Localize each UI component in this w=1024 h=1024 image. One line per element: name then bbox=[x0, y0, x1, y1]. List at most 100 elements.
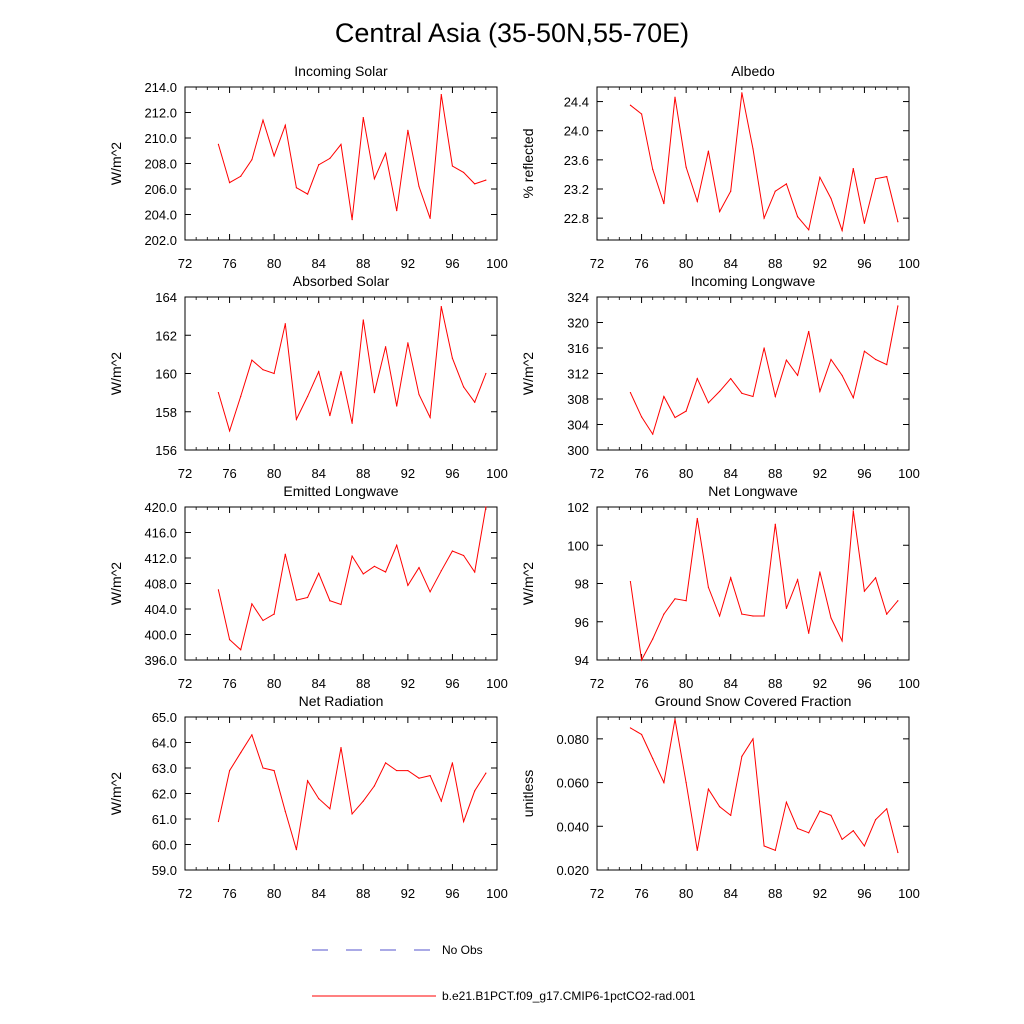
y-tick-label: 210.0 bbox=[144, 131, 177, 146]
data-point bbox=[273, 155, 275, 157]
y-tick-label: 94 bbox=[575, 653, 589, 668]
data-point bbox=[886, 613, 888, 615]
y-tick-label: 156 bbox=[155, 443, 177, 458]
y-tick-label: 59.0 bbox=[152, 863, 177, 878]
data-point bbox=[718, 390, 721, 392]
panel-title: Net Radiation bbox=[299, 693, 384, 709]
data-point bbox=[351, 422, 353, 424]
data-point bbox=[640, 733, 643, 736]
data-point bbox=[674, 598, 676, 600]
data-point bbox=[730, 190, 732, 192]
y-tick-label: 96 bbox=[575, 615, 589, 630]
data-point bbox=[629, 727, 632, 729]
data-point bbox=[863, 350, 866, 352]
data-point bbox=[696, 517, 698, 520]
x-tick-label: 76 bbox=[222, 886, 236, 901]
data-point bbox=[741, 755, 743, 757]
data-point bbox=[318, 798, 320, 800]
x-tick-label: 80 bbox=[267, 466, 281, 481]
y-tick-label: 400.0 bbox=[144, 628, 177, 643]
data-point bbox=[462, 554, 465, 557]
data-point bbox=[819, 176, 821, 178]
x-tick-label: 96 bbox=[445, 256, 459, 271]
data-point bbox=[696, 378, 698, 380]
data-point bbox=[830, 197, 832, 200]
data-point bbox=[451, 550, 454, 552]
y-tick-label: 420.0 bbox=[144, 500, 177, 515]
y-tick-label: 304 bbox=[567, 418, 589, 433]
x-tick-label: 76 bbox=[222, 466, 236, 481]
y-tick-label: 212.0 bbox=[144, 106, 177, 121]
data-point bbox=[295, 849, 298, 851]
y-tick-label: 0.080 bbox=[556, 732, 589, 747]
x-tick-label: 92 bbox=[401, 886, 415, 901]
data-point bbox=[808, 229, 810, 231]
panel-net-radiation: Net Radiation W/m^2 72 76 80 84 88 92 96 100 59.0 6… bbox=[108, 693, 508, 901]
plot-frame bbox=[184, 86, 498, 241]
data-point bbox=[718, 806, 721, 808]
x-tick-label: 88 bbox=[768, 466, 782, 481]
data-point bbox=[240, 175, 242, 177]
x-tick-label: 80 bbox=[267, 676, 281, 691]
y-tick-label: 22.8 bbox=[564, 211, 589, 226]
x-tick-label: 80 bbox=[679, 256, 693, 271]
panel-title: Incoming Solar bbox=[294, 63, 388, 79]
y-tick-label: 416.0 bbox=[144, 526, 177, 541]
data-point bbox=[663, 202, 665, 205]
x-tick-label: 96 bbox=[857, 466, 871, 481]
y-tick-label: 312 bbox=[567, 367, 589, 382]
data-point bbox=[485, 772, 487, 774]
data-point bbox=[886, 363, 888, 366]
data-point bbox=[897, 221, 899, 223]
data-point bbox=[696, 200, 698, 202]
data-point bbox=[629, 104, 632, 106]
model-series-line bbox=[629, 510, 899, 662]
data-point bbox=[284, 810, 286, 812]
data-point bbox=[329, 157, 331, 159]
data-point bbox=[340, 143, 342, 145]
data-point bbox=[752, 738, 754, 740]
data-point bbox=[384, 571, 387, 573]
y-tick-label: 61.0 bbox=[152, 812, 177, 827]
data-point bbox=[318, 370, 320, 373]
x-tick-label: 80 bbox=[679, 676, 693, 691]
x-tick-label: 96 bbox=[857, 886, 871, 901]
data-point bbox=[830, 814, 832, 816]
data-point bbox=[228, 769, 231, 772]
y-tick-label: 23.6 bbox=[564, 153, 589, 168]
data-point bbox=[351, 555, 353, 557]
data-point bbox=[852, 510, 854, 512]
data-point bbox=[707, 150, 710, 152]
data-point bbox=[763, 615, 765, 617]
x-tick-label: 92 bbox=[813, 886, 827, 901]
plot-frame bbox=[184, 506, 498, 661]
data-point bbox=[852, 830, 854, 832]
data-point bbox=[774, 849, 776, 851]
data-point bbox=[785, 607, 788, 609]
data-point bbox=[217, 392, 220, 394]
y-tick-label: 102 bbox=[567, 500, 589, 515]
data-point bbox=[329, 414, 331, 417]
data-point bbox=[785, 359, 788, 361]
data-point bbox=[640, 113, 643, 115]
panel-absorbed-solar: Absorbed Solar W/m^2 72 76 80 84 88 92 96 100 156 1… bbox=[108, 273, 508, 481]
data-point bbox=[451, 165, 454, 167]
x-tick-label: 72 bbox=[178, 256, 192, 271]
data-point bbox=[886, 808, 888, 810]
data-point bbox=[462, 386, 465, 388]
model-series-line bbox=[217, 94, 487, 220]
data-point bbox=[262, 619, 264, 622]
y-tick-label: 316 bbox=[567, 341, 589, 356]
data-point bbox=[886, 176, 888, 178]
y-tick-label: 0.020 bbox=[556, 863, 589, 878]
data-point bbox=[429, 217, 431, 219]
figure-title: Central Asia (35-50N,55-70E) bbox=[335, 18, 689, 48]
legend: No Obs b.e21.B1PCT.f09_g17.CMIP6-1pctCO2… bbox=[312, 943, 696, 1003]
data-point bbox=[396, 210, 398, 212]
y-tick-label: 98 bbox=[575, 577, 589, 592]
x-tick-label: 88 bbox=[356, 886, 370, 901]
x-tick-label: 84 bbox=[723, 256, 737, 271]
data-point bbox=[796, 374, 799, 377]
x-tick-label: 76 bbox=[634, 886, 648, 901]
model-series-line bbox=[630, 719, 899, 853]
